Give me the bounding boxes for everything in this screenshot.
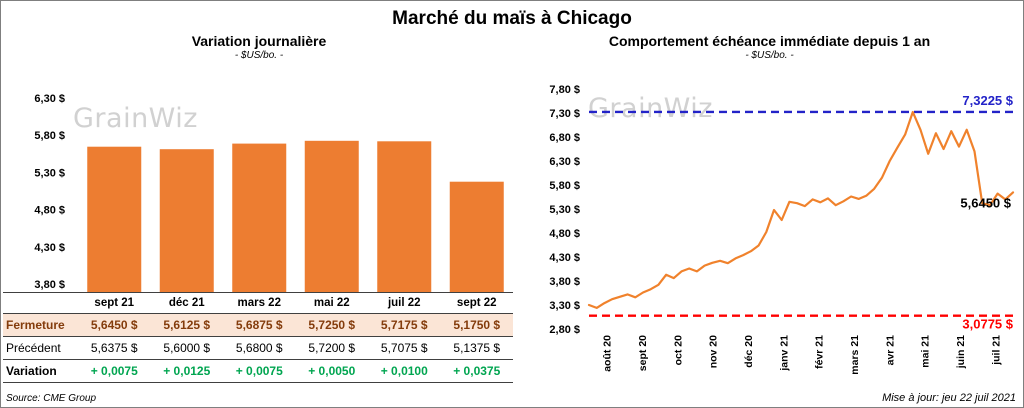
svg-text:2,80 $: 2,80 $ (549, 324, 580, 336)
grainwiz-watermark: GrainWiz (588, 93, 713, 124)
svg-text:nov 20: nov 20 (708, 335, 720, 368)
cell-variation: + 0,0075 (235, 364, 283, 378)
svg-text:3,80 $: 3,80 $ (549, 276, 580, 288)
cell-variation: + 0,0075 (90, 364, 138, 378)
cell-previous: 5,6800 $ (235, 341, 283, 355)
line-chart-subtitle: - $US/bo. - (745, 50, 794, 61)
cell-close: 5,7250 $ (308, 318, 356, 332)
svg-text:5,6450 $: 5,6450 $ (960, 195, 1011, 210)
svg-text:mai 21: mai 21 (920, 335, 932, 368)
svg-text:4,30 $: 4,30 $ (549, 252, 580, 264)
cell-variation: + 0,0050 (308, 364, 356, 378)
cell-previous: 5,6000 $ (163, 341, 211, 355)
svg-text:sept 20: sept 20 (637, 335, 649, 371)
futures-table: sept 21 déc 21 mars 22 mai 22 juil 22 sept 22… (3, 292, 513, 383)
cell-variation: + 0,0375 (453, 364, 501, 378)
svg-text:6,30 $: 6,30 $ (34, 93, 65, 105)
svg-text:3,0775 $: 3,0775 $ (962, 317, 1013, 332)
cell-close: 5,6875 $ (235, 318, 283, 332)
svg-text:mars 21: mars 21 (849, 335, 861, 375)
svg-text:7,30 $: 7,30 $ (549, 108, 580, 120)
svg-text:janv 21: janv 21 (778, 335, 790, 372)
cell-variation: + 0,0125 (163, 364, 211, 378)
table-row-previous: Précédent 5,6375 $ 5,6000 $ 5,6800 $ 5,7200 … (3, 337, 513, 360)
svg-text:août 20: août 20 (602, 335, 614, 372)
row-label: Précédent (6, 341, 61, 355)
daily-variation-panel: Variation journalière - $US/bo. - GrainW… (3, 33, 515, 395)
contract-header-row: sept 21 déc 21 mars 22 mai 22 juil 22 sept 22 (3, 292, 513, 314)
line-chart-title: Comportement échéance immédiate depuis 1… (608, 33, 931, 49)
svg-text:3,30 $: 3,30 $ (549, 300, 580, 312)
svg-text:4,30 $: 4,30 $ (34, 242, 65, 254)
table-row-variation: Variation + 0,0075 + 0,0125 + 0,0075 + 0,005… (3, 360, 513, 383)
svg-text:juin 21: juin 21 (955, 335, 967, 369)
row-label: Variation (6, 364, 57, 378)
svg-text:5,80 $: 5,80 $ (34, 130, 65, 142)
contract-month-label: sept 22 (440, 292, 513, 314)
table-row-close: Fermeture 5,6450 $ 5,6125 $ 5,6875 $ 5,7250 … (3, 313, 513, 337)
cell-previous: 5,7200 $ (308, 341, 356, 355)
contract-month-label: déc 21 (150, 292, 223, 314)
page-title: Marché du maïs à Chicago (392, 8, 632, 29)
cell-close: 5,6450 $ (90, 318, 138, 332)
source-note: Source: CME Group (6, 393, 97, 404)
svg-text:5,30 $: 5,30 $ (549, 204, 580, 216)
futures-table-body: Fermeture 5,6450 $ 5,6125 $ 5,6875 $ 5,7250 … (3, 313, 513, 383)
grainwiz-watermark: GrainWiz (73, 103, 198, 134)
contract-month-label: sept 21 (78, 292, 151, 314)
svg-text:4,80 $: 4,80 $ (34, 205, 65, 217)
cell-previous: 5,1375 $ (453, 341, 501, 355)
svg-text:juil 21: juil 21 (990, 335, 1002, 366)
svg-text:6,30 $: 6,30 $ (549, 156, 580, 168)
row-label: Fermeture (6, 318, 65, 332)
svg-text:6,80 $: 6,80 $ (549, 132, 580, 144)
cell-previous: 5,7075 $ (380, 341, 428, 355)
front-month-panel: Comportement échéance immédiate depuis 1… (516, 33, 1023, 395)
svg-text:avr 21: avr 21 (884, 335, 896, 366)
corner-cell (3, 292, 78, 314)
svg-text:7,3225 $: 7,3225 $ (962, 93, 1013, 108)
svg-text:4,80 $: 4,80 $ (549, 228, 580, 240)
contract-month-label: juil 22 (368, 292, 441, 314)
bar-chart-subtitle: - $US/bo. - (234, 50, 284, 61)
update-note: Mise à jour: jeu 22 juil 2021 (882, 392, 1016, 404)
svg-text:7,80 $: 7,80 $ (549, 84, 580, 96)
cell-variation: + 0,0100 (380, 364, 428, 378)
contract-month-label: mai 22 (295, 292, 368, 314)
cell-close: 5,7175 $ (380, 318, 428, 332)
cell-close: 5,6125 $ (163, 318, 211, 332)
svg-text:déc 20: déc 20 (743, 335, 755, 368)
line-chart: 2,80 $ 3,30 $ 3,80 $ 4,30 $ 4,80 $ 5,30 $ 5,80… (549, 84, 1015, 375)
bar-chart: 3,80 $ 4,30 $ 4,80 $ 5,30 $ 5,80 $ 6,30 $ (34, 93, 504, 292)
svg-text:oct 20: oct 20 (672, 335, 684, 366)
cell-close: 5,1750 $ (453, 318, 501, 332)
svg-text:févr 21: févr 21 (814, 335, 826, 369)
svg-text:5,80 $: 5,80 $ (549, 180, 580, 192)
svg-text:5,30 $: 5,30 $ (34, 167, 65, 179)
contract-month-label: mars 22 (223, 292, 296, 314)
bar-chart-title: Variation journalière (191, 33, 327, 49)
cell-previous: 5,6375 $ (90, 341, 138, 355)
svg-text:3,80 $: 3,80 $ (34, 279, 65, 291)
